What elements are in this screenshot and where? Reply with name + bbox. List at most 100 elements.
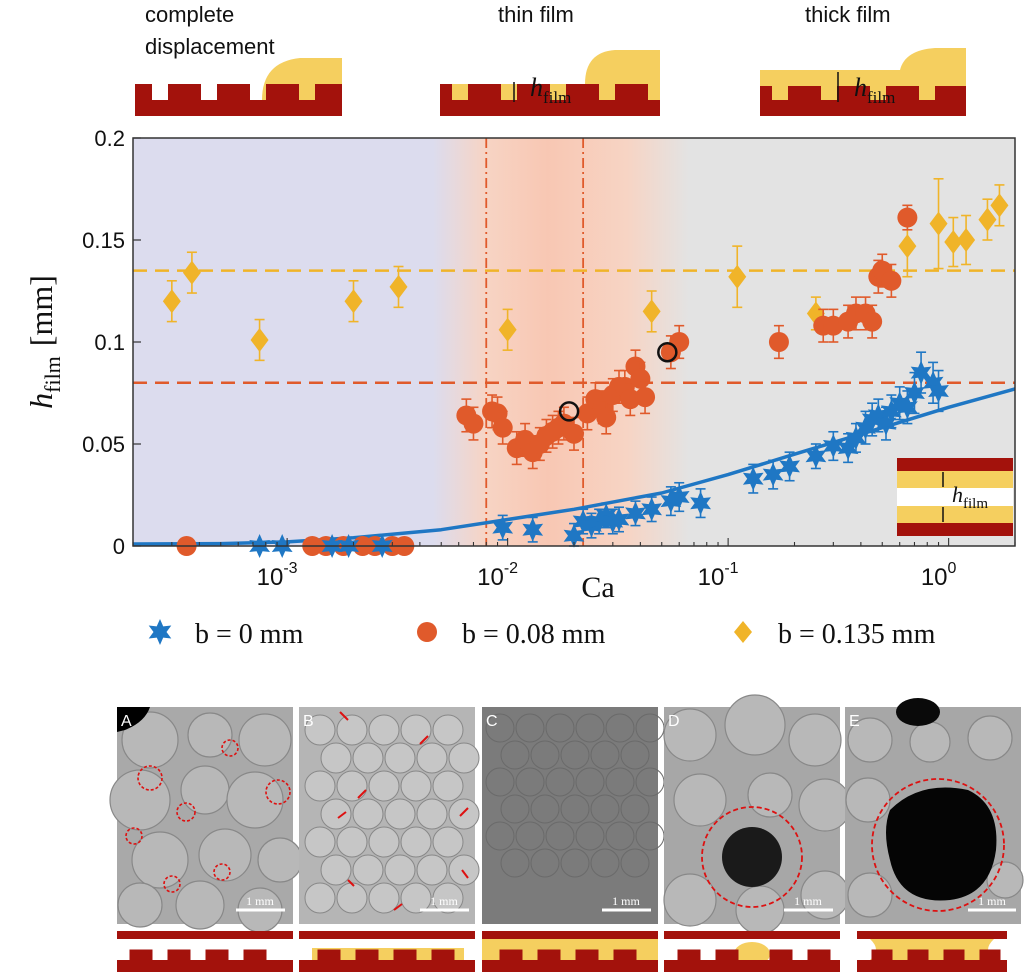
scale-label-b: 1 mm [430, 894, 458, 908]
panel-letter-a: A [121, 713, 132, 730]
series-diamond [162, 178, 1009, 362]
diamond-marker [389, 274, 408, 299]
x-tick-label: 10-1 [698, 560, 739, 591]
diamond-marker [929, 211, 948, 236]
circle-marker-icon [417, 622, 437, 642]
data-point [492, 514, 514, 541]
star-marker [625, 501, 646, 526]
scale-label-c: 1 mm [612, 894, 640, 908]
axis-ticks [132, 137, 1016, 547]
data-point [608, 506, 630, 533]
micrograph-c [482, 707, 658, 924]
inset-wall-top [897, 458, 1013, 471]
scale-label-d: 1 mm [794, 894, 822, 908]
data-point [768, 324, 789, 360]
schematic-d-base [664, 960, 840, 972]
post [315, 84, 342, 100]
star-marker [805, 444, 827, 469]
diamond-marker [498, 317, 517, 342]
data-point [625, 500, 646, 527]
x-tick-label: 100 [921, 560, 957, 591]
data-point [897, 204, 918, 231]
post [837, 86, 870, 100]
data-point [910, 351, 932, 394]
x-tick-label: 10-3 [257, 560, 298, 591]
data-point [344, 279, 363, 323]
legend-label-b008: b = 0.08 mm [462, 619, 606, 650]
scale-label-a: 1 mm [246, 894, 274, 908]
legend-item-b0: b = 0 mm [148, 619, 304, 650]
star-marker [690, 491, 711, 516]
star-marker [822, 434, 844, 458]
star-marker [492, 515, 514, 540]
star-marker [910, 360, 932, 385]
schematic-e-base [857, 960, 1007, 972]
schematic-e-top [857, 931, 1007, 939]
post [468, 84, 501, 100]
star-marker [875, 411, 897, 436]
panel-b: B 1 mm [299, 707, 480, 972]
droplet-pattern [109, 711, 303, 933]
data-point [805, 443, 827, 470]
circle-marker [635, 387, 656, 408]
data-point [250, 318, 269, 362]
data-point [635, 379, 656, 415]
reference-lines [133, 138, 1015, 546]
highlighted-point-0 [558, 401, 580, 422]
star-marker [608, 507, 630, 532]
data-point [762, 459, 784, 490]
highlight-circle [871, 778, 1005, 912]
top-schematics: complete displacement thin film hfilm [135, 2, 966, 116]
circle-marker [881, 270, 902, 291]
star-marker [668, 485, 690, 509]
star-marker-icon [148, 619, 172, 645]
panel-d: D 1 mm [663, 694, 852, 972]
photo-panels: A 1 mm B [109, 694, 1024, 972]
dark-blob [722, 827, 782, 887]
schematic-title-2: thin film [498, 2, 574, 27]
legend: b = 0 mm b = 0.08 mm b = 0.135 mm [148, 619, 936, 650]
panel-a: A 1 mm [109, 707, 303, 972]
post [440, 84, 452, 100]
post [517, 84, 550, 100]
legend-label-b0: b = 0 mm [195, 619, 304, 650]
schematic-b-top [299, 931, 475, 939]
circle-marker [630, 368, 651, 389]
diamond-marker [978, 207, 997, 232]
schematic-thin-film: thin film hfilm [440, 2, 660, 116]
inset-label: hfilm [952, 482, 988, 512]
diamond-marker [944, 230, 963, 255]
y-tick-label: 0.15 [82, 228, 125, 253]
schematic-d-top [664, 931, 840, 939]
diamond-marker [250, 327, 269, 352]
schematic-b-posts [317, 949, 455, 960]
substrate [440, 100, 660, 116]
data-point [978, 198, 997, 241]
data-point [742, 463, 764, 494]
data-point [522, 516, 544, 543]
substrate [135, 100, 342, 116]
tick-labels: 0 0.05 0.1 0.15 0.2 10-3 10-2 10-1 100 [82, 126, 956, 591]
data-point [596, 400, 617, 435]
star-marker [867, 403, 889, 428]
plot-background [133, 138, 1015, 546]
panel-letter-c: C [486, 713, 498, 730]
schematic-c-top [482, 931, 658, 939]
post [615, 84, 648, 100]
highlight-circle [701, 806, 803, 908]
schematic-c-base [482, 960, 658, 972]
diamond-marker [642, 299, 661, 324]
schematic-a-top [117, 931, 293, 939]
inset-gap [897, 488, 1013, 506]
data-point [690, 488, 711, 519]
inset-wall-bottom [897, 523, 1013, 536]
star-marker [779, 454, 800, 479]
diamond-marker-icon [734, 621, 752, 643]
star-marker [928, 379, 949, 403]
x-axis-label: Ca [581, 571, 614, 604]
data-point [620, 381, 641, 417]
diamond-marker [344, 289, 363, 314]
data-point [668, 481, 690, 513]
diamond-marker [728, 264, 747, 289]
data-point [162, 279, 181, 323]
